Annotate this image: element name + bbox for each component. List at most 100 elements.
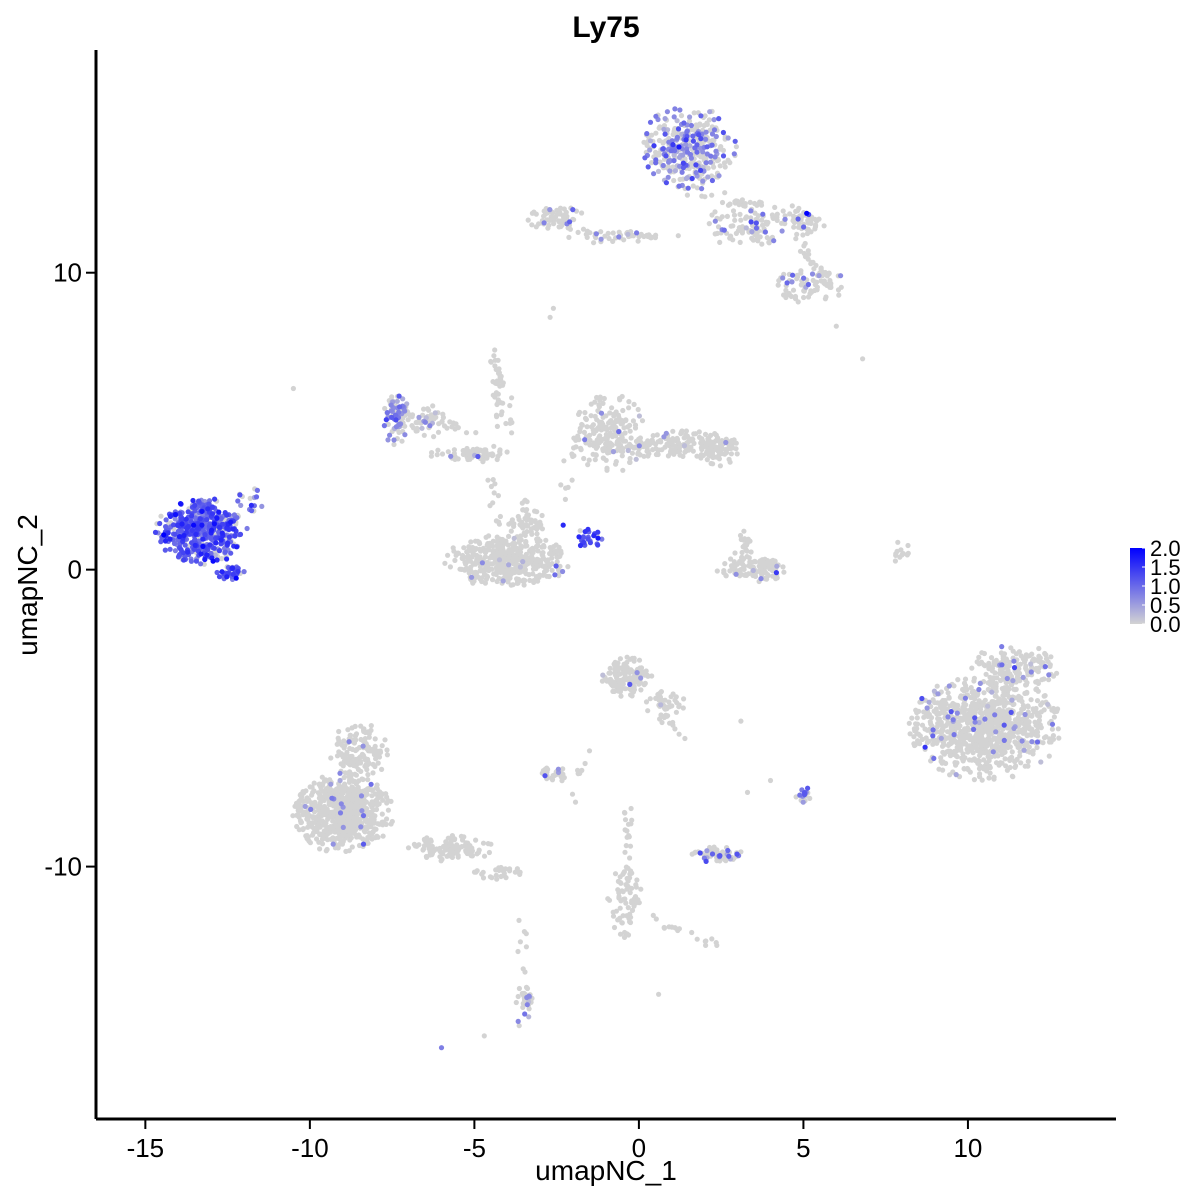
cell-point bbox=[601, 445, 607, 452]
cell-point bbox=[1021, 747, 1027, 753]
cell-point bbox=[529, 531, 535, 537]
cell-point bbox=[318, 831, 324, 837]
cell-point bbox=[1028, 697, 1034, 703]
cell-point bbox=[619, 433, 625, 440]
cell-point bbox=[482, 568, 488, 574]
cell-point bbox=[805, 281, 812, 288]
cell-point bbox=[765, 572, 771, 578]
cell-point bbox=[705, 446, 711, 452]
cell-point bbox=[983, 760, 990, 766]
cell-point bbox=[575, 229, 581, 235]
cell-point bbox=[552, 548, 559, 554]
cell-point bbox=[821, 223, 827, 229]
cell-point bbox=[1001, 692, 1007, 699]
cell-point bbox=[900, 551, 906, 557]
cell-point bbox=[696, 429, 702, 435]
cell-point bbox=[647, 696, 653, 702]
cell-point bbox=[675, 126, 682, 132]
cell-point bbox=[349, 793, 355, 800]
cell-point bbox=[370, 829, 376, 835]
cell-point bbox=[709, 851, 716, 857]
cell-point bbox=[629, 900, 635, 906]
cell-point bbox=[971, 675, 978, 681]
cell-point bbox=[634, 230, 640, 236]
cell-point bbox=[375, 790, 381, 796]
cell-point bbox=[650, 912, 656, 919]
cell-point bbox=[703, 136, 709, 142]
cell-point bbox=[592, 427, 599, 433]
cell-point bbox=[690, 448, 696, 454]
cell-point bbox=[319, 836, 326, 842]
cell-point bbox=[694, 185, 700, 191]
cell-point bbox=[743, 225, 749, 231]
cell-point bbox=[359, 798, 365, 804]
cell-point bbox=[494, 423, 500, 429]
cell-point bbox=[636, 443, 642, 449]
cell-point bbox=[954, 710, 960, 716]
cell-point bbox=[758, 576, 764, 582]
cell-point bbox=[389, 414, 395, 420]
cell-point bbox=[361, 728, 367, 735]
cell-point bbox=[455, 852, 461, 859]
cell-point bbox=[603, 435, 609, 441]
cell-point bbox=[759, 217, 765, 223]
cell-point bbox=[498, 400, 504, 406]
cell-point bbox=[314, 836, 320, 842]
cell-point bbox=[909, 715, 915, 721]
cell-point bbox=[641, 453, 647, 459]
cell-point bbox=[709, 192, 715, 198]
cell-point bbox=[1023, 682, 1029, 688]
cell-point bbox=[439, 451, 446, 457]
cell-point bbox=[487, 874, 493, 880]
cell-point bbox=[1045, 701, 1051, 707]
cell-point bbox=[1050, 736, 1057, 742]
cell-point bbox=[687, 114, 693, 120]
cell-point bbox=[775, 282, 781, 288]
cell-point bbox=[373, 756, 379, 762]
cell-point bbox=[509, 419, 515, 426]
cell-point bbox=[632, 425, 639, 431]
cell-point bbox=[461, 545, 467, 551]
cell-point bbox=[779, 228, 785, 234]
cell-point bbox=[694, 149, 700, 155]
cell-point bbox=[818, 265, 824, 271]
cell-point bbox=[945, 714, 951, 720]
cell-point bbox=[805, 785, 811, 791]
cell-point bbox=[782, 216, 788, 222]
cell-point bbox=[982, 716, 988, 722]
cell-point bbox=[1042, 664, 1048, 670]
cell-point bbox=[722, 190, 728, 196]
cell-point bbox=[698, 136, 704, 142]
cell-point bbox=[759, 570, 765, 576]
cell-point bbox=[719, 199, 726, 206]
cell-point bbox=[392, 412, 399, 418]
cell-point bbox=[484, 559, 490, 566]
cell-point bbox=[335, 735, 341, 741]
cell-point bbox=[259, 503, 265, 509]
cell-point bbox=[993, 688, 999, 695]
cell-point bbox=[981, 690, 987, 696]
cell-point bbox=[515, 1018, 521, 1024]
cell-point bbox=[342, 770, 348, 776]
cell-point bbox=[972, 719, 978, 725]
cell-point bbox=[385, 437, 391, 443]
cell-point bbox=[668, 450, 674, 456]
cell-point bbox=[620, 467, 626, 473]
cell-point bbox=[655, 168, 662, 174]
cell-point bbox=[705, 174, 711, 180]
cell-point bbox=[641, 139, 647, 145]
cell-point bbox=[319, 795, 325, 802]
cell-point bbox=[510, 523, 517, 530]
cell-point bbox=[653, 157, 659, 163]
cell-point bbox=[593, 445, 599, 451]
cell-point bbox=[502, 866, 509, 872]
cell-point bbox=[554, 559, 560, 565]
cell-point bbox=[298, 819, 304, 826]
cell-point bbox=[622, 896, 628, 902]
cell-point bbox=[377, 749, 384, 756]
cell-point bbox=[370, 761, 376, 768]
cell-point bbox=[835, 287, 842, 293]
cell-point bbox=[557, 553, 563, 559]
cell-point bbox=[388, 402, 394, 408]
cell-point bbox=[365, 777, 371, 783]
